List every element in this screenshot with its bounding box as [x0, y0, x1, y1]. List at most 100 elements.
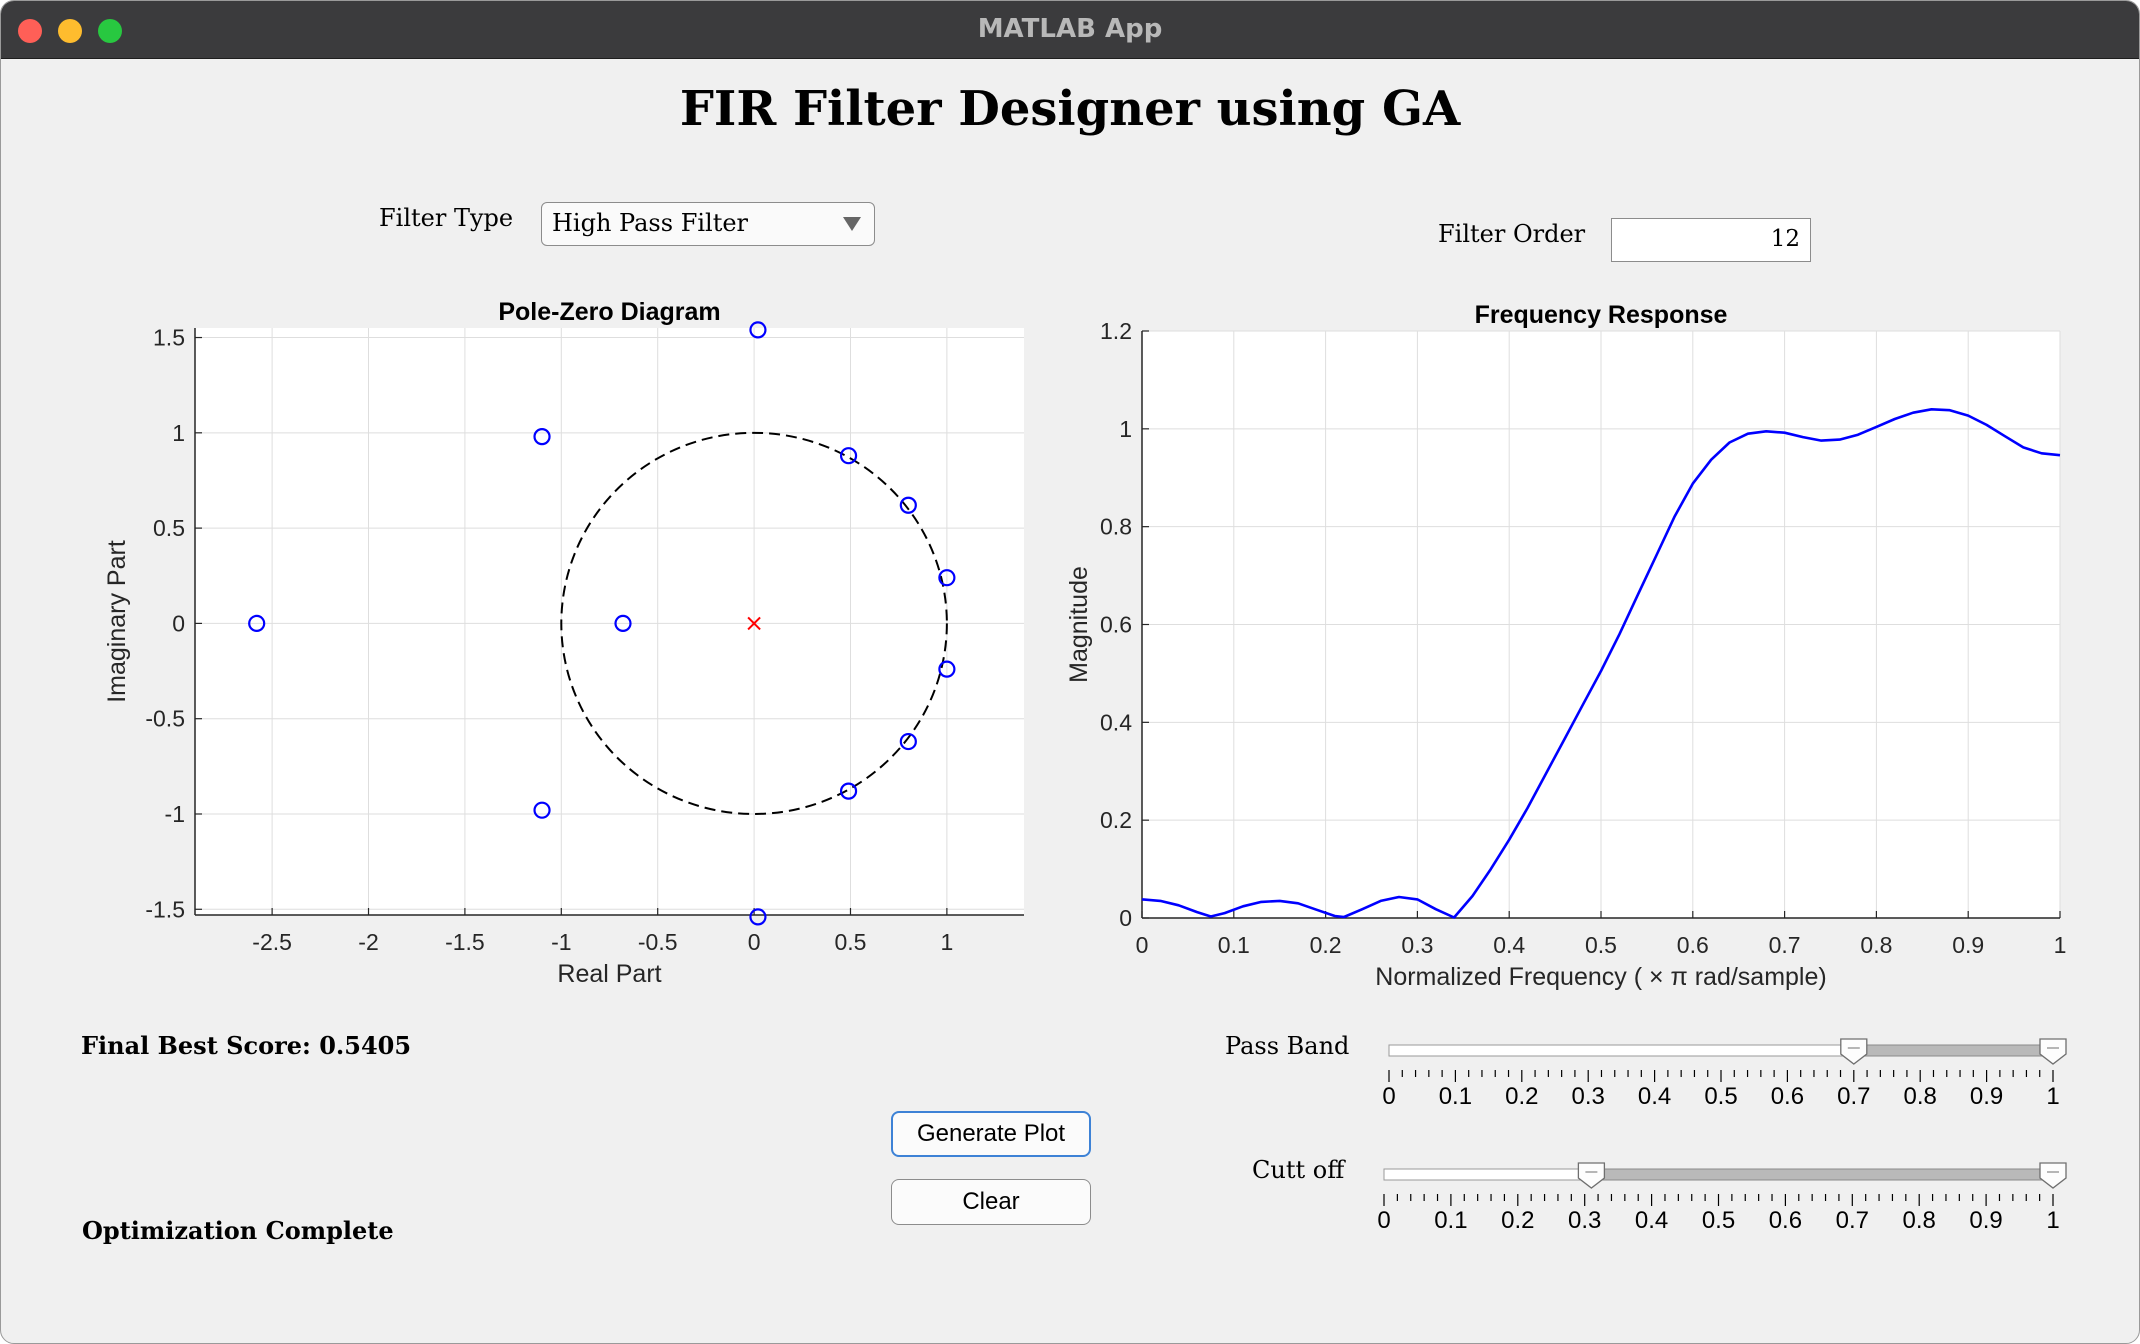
y-tick-label: 0.2 [1100, 807, 1132, 833]
title-bar: MATLAB App [1, 1, 2139, 59]
y-tick-label: 1 [172, 420, 185, 446]
zero-marker [938, 660, 956, 678]
x-tick-label: 1 [2054, 932, 2067, 958]
cutoff-label: Cutt off [1252, 1156, 1345, 1184]
zero-marker [614, 614, 632, 633]
x-tick-label: 1 [940, 929, 953, 955]
slider-tick-label: 0.7 [1837, 1083, 1870, 1110]
slider-tick-label: 0.1 [1434, 1207, 1467, 1234]
x-tick-label: 0.4 [1493, 932, 1525, 958]
chart-title: Frequency Response [1475, 301, 1728, 329]
y-axis-label: Magnitude [1065, 566, 1093, 683]
zero-marker [749, 321, 767, 339]
slider-tick-label: 0.4 [1638, 1083, 1671, 1110]
y-tick-label: 0.4 [1100, 709, 1132, 735]
zero-marker [533, 801, 551, 819]
x-axis-label: Real Part [557, 960, 661, 988]
y-tick-label: 0.6 [1100, 612, 1132, 638]
slider-handle-high[interactable] [2039, 1038, 2067, 1065]
window-title: MATLAB App [977, 14, 1163, 44]
slider-tick-label: 0.6 [1771, 1083, 1804, 1110]
filter-type-label: Filter Type [379, 204, 514, 232]
maximize-window-button[interactable] [98, 19, 122, 43]
x-tick-label: 0.8 [1860, 932, 1892, 958]
y-tick-label: -0.5 [145, 706, 185, 732]
close-window-button[interactable] [18, 19, 42, 43]
filter-order-label: Filter Order [1438, 220, 1586, 248]
slider-tick-label: 0.2 [1501, 1207, 1534, 1234]
slider-tick-label: 0.5 [1704, 1083, 1737, 1110]
slider-handle-low[interactable] [1577, 1162, 1606, 1189]
app-title: FIR Filter Designer using GA [679, 81, 1461, 137]
status-text: Optimization Complete [82, 1216, 394, 1245]
pole-marker [747, 616, 761, 631]
x-tick-label: 0.7 [1769, 932, 1801, 958]
y-tick-label: 0.5 [153, 515, 185, 541]
zero-marker [899, 732, 917, 751]
slider-range-fill [1590, 1168, 2054, 1181]
x-tick-label: -1 [551, 929, 571, 955]
x-tick-label: -0.5 [638, 929, 678, 955]
y-tick-label: -1.5 [145, 896, 185, 922]
slider-range-fill [1853, 1044, 2054, 1057]
clear-button[interactable]: Clear [891, 1179, 1091, 1225]
unit-circle [560, 431, 948, 815]
slider-tick-label: 0.3 [1568, 1207, 1601, 1234]
y-tick-label: 0 [1119, 905, 1132, 931]
slider-tick-label: 0.3 [1572, 1083, 1605, 1110]
slider-tick-label: 0.4 [1635, 1207, 1668, 1234]
y-tick-label: 0 [172, 610, 185, 636]
minimize-window-button[interactable] [58, 19, 82, 43]
pass-band-slider[interactable]: 0 0.1 0.2 0.3 0.4 0.5 0.6 0.7 0.8 0.9 1 [1382, 1038, 2067, 1110]
zero-marker [248, 614, 266, 633]
x-axis-label: Normalized Frequency ( × π rad/sample) [1375, 963, 1826, 991]
y-tick-label: 1.5 [153, 325, 185, 351]
x-tick-label: 0.3 [1401, 932, 1433, 958]
x-tick-label: 0 [748, 929, 761, 955]
zero-marker [899, 496, 917, 514]
x-tick-label: 0 [1136, 932, 1149, 958]
cutoff-slider[interactable]: 0 0.1 0.2 0.3 0.4 0.5 0.6 0.7 0.8 0.9 1 [1377, 1162, 2067, 1234]
filter-order-field[interactable]: 12 [1611, 218, 1811, 262]
x-tick-label: 0.6 [1677, 932, 1709, 958]
slider-tick-label: 0.8 [1904, 1083, 1937, 1110]
slider-tick-label: 0.7 [1836, 1207, 1869, 1234]
final-best-score: Final Best Score: 0.5405 [81, 1031, 412, 1060]
x-tick-label: 0.5 [1585, 932, 1617, 958]
zero-marker [839, 447, 858, 465]
zero-marker [749, 908, 767, 926]
magnitude-line [1141, 408, 2061, 919]
x-tick-label: -2.5 [252, 929, 292, 955]
x-tick-label: 0.2 [1310, 932, 1342, 958]
slider-handle-high[interactable] [2039, 1162, 2067, 1189]
frequency-response-chart: 0 0.1 0.2 0.3 0.4 0.5 0.6 0.7 0.8 0.9 1 1.2 1 0.8 0.6 0… [1065, 301, 2066, 991]
pass-band-label: Pass Band [1225, 1032, 1350, 1060]
x-tick-label: -1.5 [445, 929, 485, 955]
zero-marker [938, 569, 956, 587]
chart-title: Pole-Zero Diagram [498, 298, 720, 326]
x-tick-label: -2 [358, 929, 378, 955]
chevron-down-icon [843, 217, 861, 231]
slider-tick-label: 0 [1382, 1083, 1395, 1110]
slider-tick-label: 1 [2046, 1207, 2059, 1234]
slider-tick-label: 0.2 [1505, 1083, 1538, 1110]
slider-tick-label: 0 [1377, 1207, 1390, 1234]
slider-tick-label: 0.8 [1903, 1207, 1936, 1234]
y-tick-label: 1 [1119, 416, 1132, 442]
x-tick-label: 0.5 [834, 929, 866, 955]
zero-marker [533, 428, 551, 446]
slider-handle-low[interactable] [1840, 1038, 1868, 1065]
slider-tick-label: 0.5 [1702, 1207, 1735, 1234]
pole-zero-chart: -2.5 -2 -1.5 -1 -0.5 0 0.5 1 1.5 1 0.5 0 -0.5 -1 -1.5 P… [103, 298, 1024, 988]
filter-type-value: High Pass Filter [552, 209, 749, 237]
slider-tick-label: 0.9 [1969, 1207, 2002, 1234]
zero-marker [839, 782, 858, 800]
y-axis-label: Imaginary Part [103, 540, 131, 703]
y-tick-label: 1.2 [1100, 318, 1132, 344]
filter-type-dropdown[interactable]: High Pass Filter [541, 202, 875, 246]
slider-tick-label: 0.1 [1439, 1083, 1472, 1110]
slider-tick-label: 0.9 [1970, 1083, 2003, 1110]
generate-plot-button[interactable]: Generate Plot [891, 1111, 1091, 1157]
